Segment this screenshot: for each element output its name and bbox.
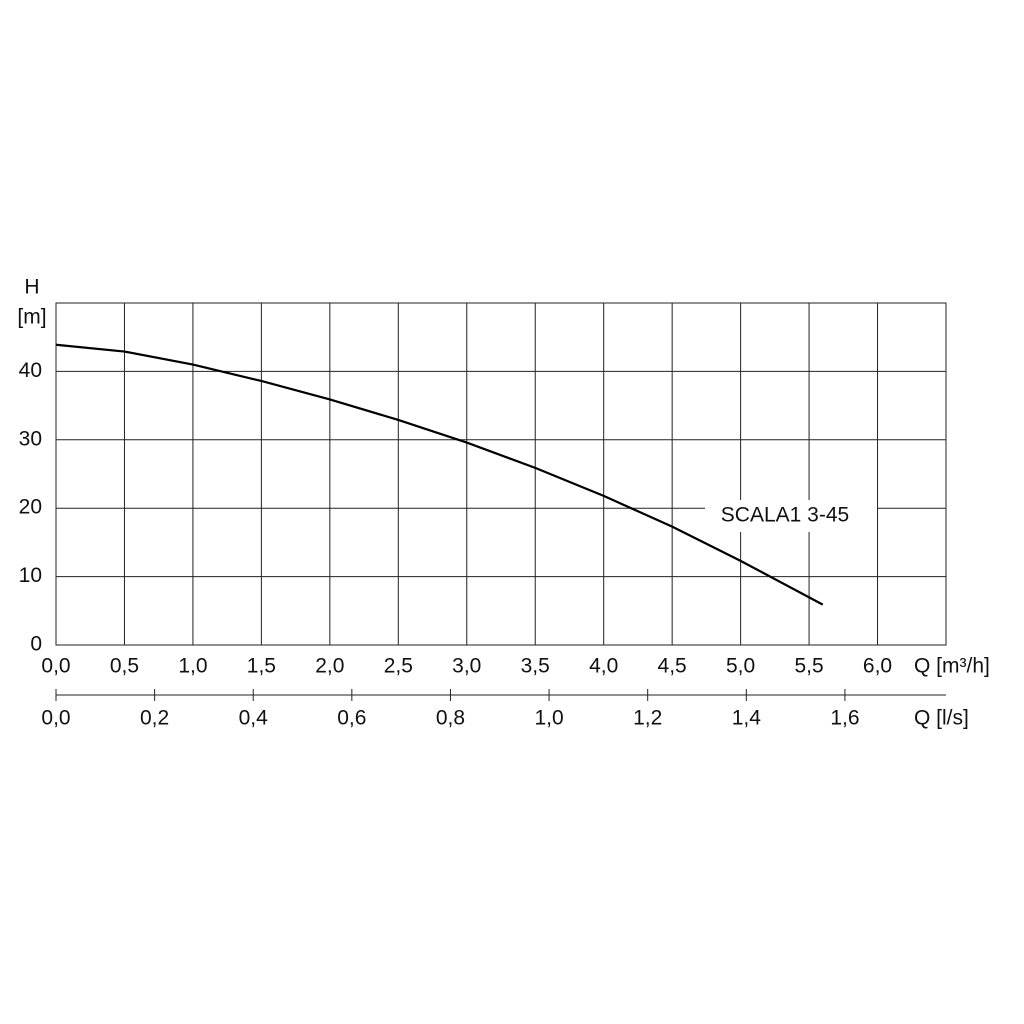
y-tick-label: 0 [30,633,42,656]
x2-tick-label: 0,6 [337,707,366,730]
curve-label: SCALA1 3-45 [721,504,849,527]
x2-tick-label: 0,8 [436,707,465,730]
y-tick-label: 10 [19,564,42,587]
x-tick-label: 5,0 [726,655,755,678]
x2-tick-label: 0,2 [140,707,169,730]
curve-label-bg [705,500,877,532]
x2-tick-label: 1,4 [732,707,762,730]
x2-tick-label: 1,6 [830,707,859,730]
curve [55,343,824,606]
y-tick-label: 40 [19,359,42,382]
x-tick-label: 5,5 [794,655,823,678]
x-tick-label: 3,0 [452,655,481,678]
x-tick-label: 4,5 [658,655,687,678]
x-tick-label: 3,5 [521,655,550,678]
y-tick-label: 30 [19,427,42,450]
x2-tick-label: 1,2 [633,707,662,730]
x-tick-label: 1,5 [247,655,276,678]
x-tick-label: 6,0 [863,655,892,678]
x2-tick-label: 0,4 [239,707,269,730]
y-tick-label: 20 [19,496,42,519]
x2-tick-label: 1,0 [534,707,563,730]
x-axis-label: Q [m³/h] [914,655,990,678]
x-tick-label: 4,0 [589,655,618,678]
x-tick-label: 0,0 [41,655,70,678]
y-axis-unit: [m] [17,306,46,329]
x2-axis-label: Q [l/s] [914,707,969,730]
x-tick-label: 1,0 [178,655,207,678]
x-tick-label: 2,0 [315,655,344,678]
x2-tick-label: 0,0 [41,707,70,730]
x-tick-label: 0,5 [110,655,139,678]
y-axis-symbol: H [24,276,39,299]
x-tick-label: 2,5 [384,655,413,678]
